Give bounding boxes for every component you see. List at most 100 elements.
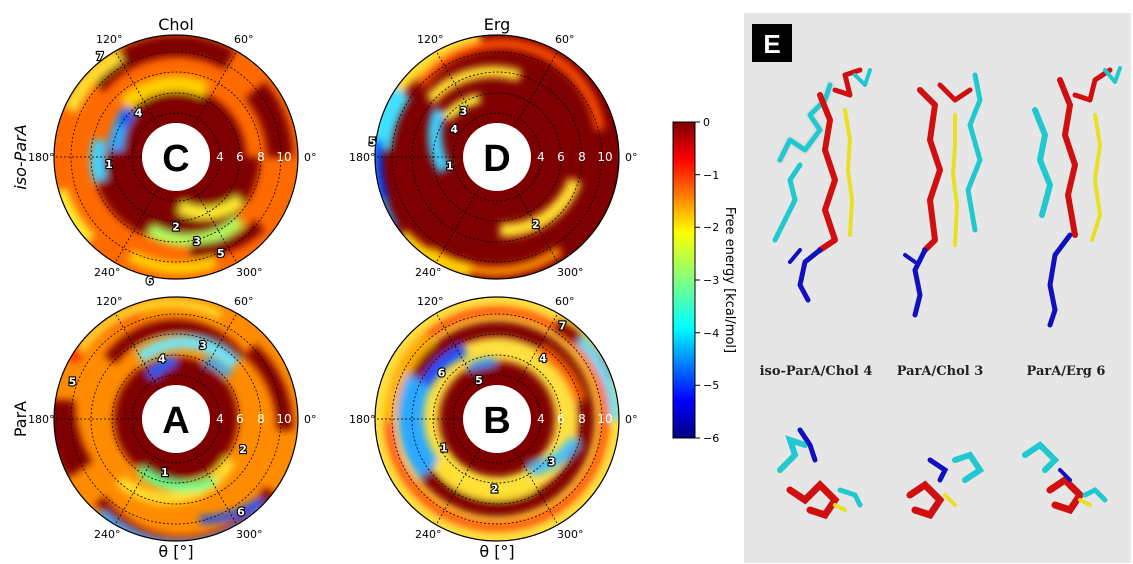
markers-d: 1 2 34 5 [368,104,541,233]
colorbar-tick-3: −3 [703,274,719,287]
molecule-top-view-3 [1022,441,1108,515]
basin-marker-d-3: 3 [460,105,468,118]
basin-marker-a-2: 2 [239,443,247,456]
radial-ticks-b: 4 6 8 10 [537,412,612,426]
colorbar: 0 −1 −2 −3 −4 −5 −6 Free energy [kcal/mo… [672,116,737,445]
basin-marker-c-2: 2 [172,220,180,233]
markers-a: 1 2 3 4 5 6 [68,338,248,520]
radial-ticks-c: 4 6 8 10 [216,150,291,164]
molecule-top-view-1 [777,427,863,520]
basin-marker-b-2: 2 [491,482,499,495]
center-hole-c [142,123,210,191]
radial-tick-8: 8 [257,150,265,164]
panel-letter-c: C [162,138,189,180]
basin-marker-b-6: 6 [438,366,446,379]
angle-tick-60: 60° [555,295,575,308]
theta-axis-label-right: θ [°] [479,542,514,561]
radial-tick-6: 6 [557,412,565,426]
radial-tick-8: 8 [578,150,586,164]
complex-label-3: ParA/Erg 6 [1027,364,1106,379]
polar-panel-d: D 4 6 8 10 0° 60° 120° 180° 240° 300° 12… [349,33,638,280]
angle-tick-0: 0° [625,413,638,426]
angle-tick-240: 240° [415,266,442,279]
angle-tick-240: 240° [94,266,121,279]
complex-label-1: iso-ParA/Chol 4 [760,364,873,379]
polar-grid-d [375,50,603,264]
molecule-top-view-2 [906,451,985,520]
radial-tick-8: 8 [257,412,265,426]
basin-marker-b-5: 5 [475,374,483,387]
column-title-chol: Chol [158,15,194,34]
theta-axis-label-left: θ [°] [158,542,193,561]
polar-frame-c [53,34,299,280]
radial-tick-10: 10 [597,412,612,426]
panel-e: E [744,13,1131,563]
radial-tick-6: 6 [236,412,244,426]
polar-frame-a [53,296,299,542]
colorbar-tick-4: −4 [703,327,719,340]
polar-frame-d [374,34,620,280]
angle-tick-180: 180° [28,413,55,426]
colorbar-tick-0: 0 [703,116,710,129]
basin-marker-c-4: 4 [135,107,143,120]
center-hole-a [142,385,210,453]
panel-letter-d: D [483,138,510,180]
radial-tick-6: 6 [557,150,565,164]
basin-marker-b-4: 4 [539,352,547,365]
colorbar-gradient [672,121,696,439]
angle-tick-300: 300° [236,528,263,541]
angle-ticks-c: 0° 60° 120° 180° 240° 300° [28,33,317,279]
polar-frame-b [374,296,620,542]
basin-marker-a-6: 6 [237,506,245,519]
angle-tick-300: 300° [557,528,584,541]
panel-e-letter-box [752,24,792,62]
angle-tick-60: 60° [234,33,254,46]
angle-tick-240: 240° [94,528,121,541]
row-label-iso-para: iso-ParA [11,124,30,189]
panel-e-letter: E [763,29,780,59]
complex-label-2: ParA/Chol 3 [897,364,984,379]
basin-marker-b-1: 1 [440,441,448,454]
row-label-para: ParA [11,401,30,437]
angle-tick-120: 120° [96,33,123,46]
basin-marker-b-3: 3 [548,456,556,469]
basin-marker-d-4: 4 [450,123,458,136]
molecule-iso-para-chol-4 [772,67,872,303]
angle-ticks-a: 0° 60° 120° 180° 240° 300° [28,295,317,541]
colorbar-tick-1: −1 [703,169,719,182]
polar-panel-a: A 4 6 8 10 0° 60° 120° 180° 240° 300° 12… [28,295,317,542]
angle-tick-120: 120° [417,295,444,308]
angle-tick-300: 300° [236,266,263,279]
molecule-para-erg-6 [1032,66,1122,328]
basin-marker-c-5: 5 [217,247,225,260]
basin-marker-d-2: 2 [532,218,540,231]
colorbar-label: Free energy [kcal/mol] [722,207,737,353]
angle-tick-180: 180° [349,413,376,426]
column-title-erg: Erg [484,15,511,34]
basin-marker-b-7: 7 [559,319,567,332]
basin-marker-c-6: 6 [146,275,154,288]
colorbar-tick-5: −5 [703,379,719,392]
polar-grid-b [375,312,603,526]
angle-tick-240: 240° [415,528,442,541]
panel-letter-a: A [162,400,189,442]
panel-letter-b: B [483,400,510,442]
radial-tick-4: 4 [216,412,224,426]
angle-tick-0: 0° [625,151,638,164]
colorbar-ticks [695,121,700,439]
radial-tick-10: 10 [276,150,291,164]
radial-ticks-d: 4 6 8 10 [537,150,612,164]
angle-tick-60: 60° [555,33,575,46]
basin-marker-d-5: 5 [369,136,377,149]
angle-tick-180: 180° [349,151,376,164]
markers-b: 1 2 3 4 5 6 7 [437,318,568,496]
radial-tick-10: 10 [276,412,291,426]
polar-grid-a [54,312,282,526]
polar-panel-c: C 4 6 8 10 0° 60° 120° 180° 240° 300° 12… [28,33,317,289]
radial-tick-4: 4 [537,412,545,426]
radial-tick-10: 10 [597,150,612,164]
colorbar-tick-6: −6 [703,432,719,445]
radial-tick-6: 6 [236,150,244,164]
